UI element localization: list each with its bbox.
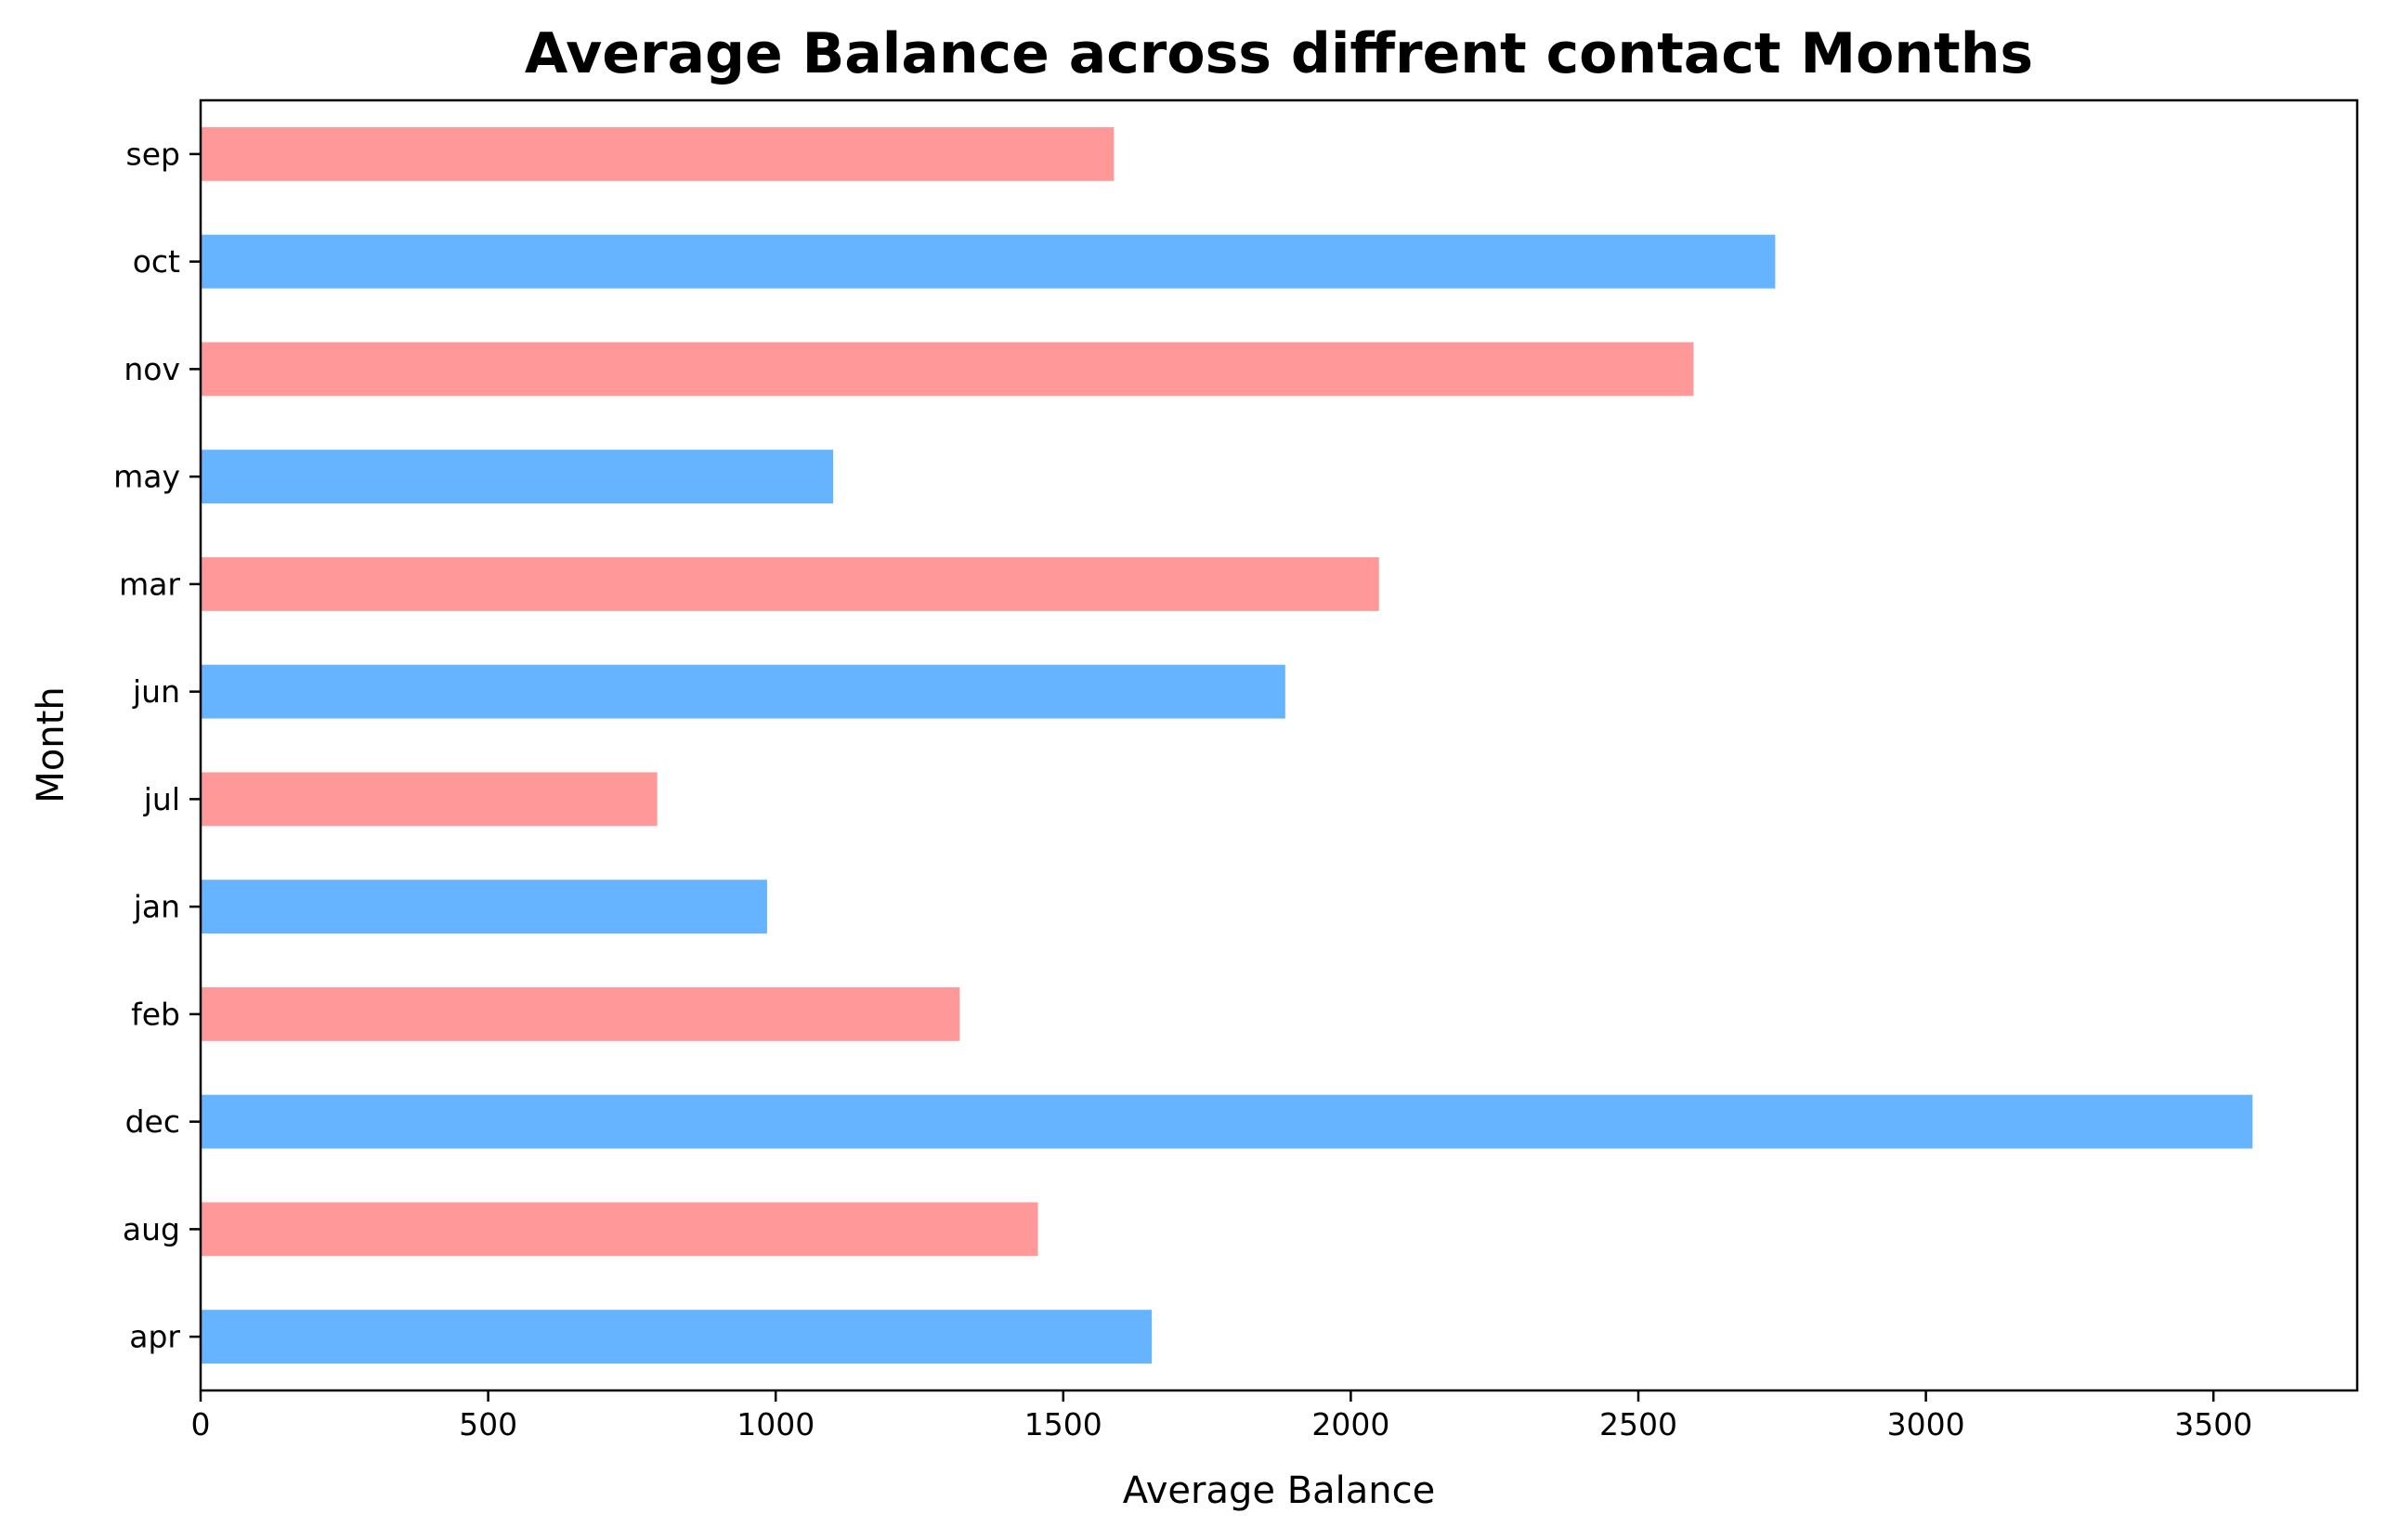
y-tick-label-aug: aug — [123, 1211, 180, 1247]
x-axis-ticks: 0 500 1000 1500 2000 2500 3000 3500 — [191, 1390, 2252, 1442]
bar-jul — [201, 772, 658, 827]
x-tick-label-2500: 2500 — [1599, 1406, 1677, 1442]
x-tick-label-2000: 2000 — [1311, 1406, 1389, 1442]
x-tick-label-3500: 3500 — [2174, 1406, 2252, 1442]
x-tick-label-500: 500 — [459, 1406, 517, 1442]
y-tick-label-apr: apr — [129, 1319, 180, 1355]
bar-apr — [201, 1310, 1153, 1364]
bar-may — [201, 450, 834, 504]
bar-feb — [201, 986, 960, 1041]
y-tick-label-oct: oct — [133, 243, 180, 280]
bar-nov — [201, 342, 1694, 397]
bar-jan — [201, 880, 767, 934]
x-tick-label-1500: 1500 — [1024, 1406, 1102, 1442]
x-tick-label-3000: 3000 — [1887, 1406, 1965, 1442]
y-tick-label-dec: dec — [125, 1103, 180, 1140]
y-axis-label: Month — [30, 686, 72, 803]
plot-frame — [199, 98, 2359, 1392]
y-tick-label-jan: jan — [133, 889, 180, 925]
y-axis-ticks: apr aug dec feb jan jul jun mar may nov oct sep — [113, 136, 201, 1355]
chart-title: Average Balance across diffrent contact … — [525, 21, 2033, 86]
bar-jun — [201, 664, 1285, 719]
bars-group — [201, 126, 2253, 1364]
x-axis-label: Average Balance — [1123, 1469, 1436, 1512]
x-tick-label-1000: 1000 — [737, 1406, 815, 1442]
y-tick-label-nov: nov — [124, 351, 180, 387]
y-tick-label-sep: sep — [126, 136, 180, 172]
bar-oct — [201, 234, 1776, 289]
x-tick-label-0: 0 — [191, 1406, 211, 1442]
bar-aug — [201, 1202, 1038, 1257]
y-tick-label-jun: jun — [132, 673, 180, 710]
y-tick-label-may: may — [113, 459, 180, 495]
bar-sep — [201, 126, 1115, 181]
bar-dec — [201, 1094, 2253, 1149]
bar-mar — [201, 556, 1379, 611]
y-tick-label-feb: feb — [131, 996, 180, 1032]
y-tick-label-mar: mar — [119, 566, 180, 602]
y-tick-label-jul: jul — [143, 781, 180, 817]
